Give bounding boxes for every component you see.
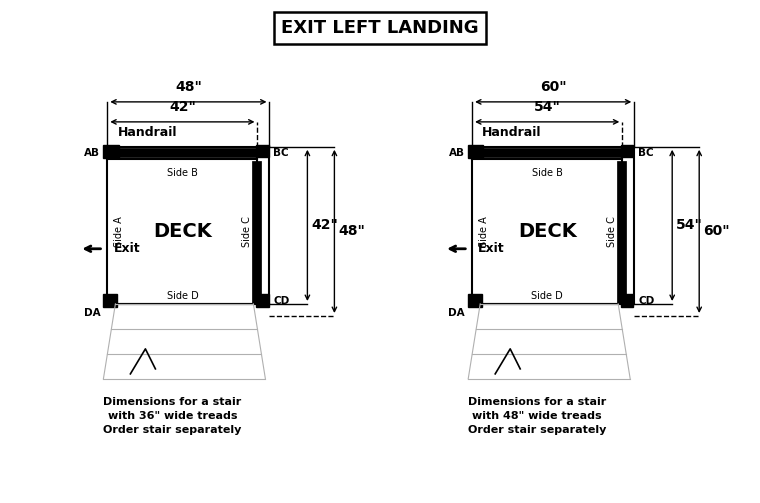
Text: DECK: DECK — [153, 222, 212, 241]
Text: Side A: Side A — [480, 216, 489, 247]
Bar — [256, 294, 268, 307]
Text: Side D: Side D — [166, 291, 198, 301]
Bar — [621, 145, 633, 157]
Text: Side C: Side C — [242, 216, 252, 247]
Text: 42": 42" — [312, 218, 338, 232]
Bar — [256, 145, 268, 157]
Text: Dimensions for a stair
with 48" wide treads
Order stair separately: Dimensions for a stair with 48" wide tre… — [468, 397, 606, 435]
Text: Handrail: Handrail — [117, 126, 177, 139]
Text: Side C: Side C — [607, 216, 617, 247]
Text: 48": 48" — [338, 224, 366, 238]
Bar — [103, 145, 119, 158]
Text: 54": 54" — [676, 218, 703, 232]
Bar — [103, 294, 117, 307]
Text: CD: CD — [638, 296, 654, 306]
Text: 48": 48" — [175, 80, 202, 94]
Text: AB: AB — [449, 148, 465, 158]
Text: Handrail: Handrail — [482, 126, 542, 139]
Bar — [621, 294, 633, 307]
Text: DA: DA — [448, 308, 465, 318]
Bar — [468, 145, 483, 158]
Text: DA: DA — [84, 308, 100, 318]
Text: 54": 54" — [534, 100, 561, 114]
Text: AB: AB — [84, 148, 100, 158]
Text: BC: BC — [638, 148, 654, 158]
Text: EXIT LEFT LANDING: EXIT LEFT LANDING — [281, 19, 479, 37]
Text: Exit: Exit — [478, 242, 505, 256]
Text: DECK: DECK — [518, 222, 577, 241]
Text: Dimensions for a stair
with 36" wide treads
Order stair separately: Dimensions for a stair with 36" wide tre… — [103, 397, 242, 435]
Text: 42": 42" — [169, 100, 196, 114]
Bar — [468, 294, 482, 307]
Text: 60": 60" — [540, 80, 566, 94]
Text: 60": 60" — [703, 224, 730, 238]
Text: CD: CD — [274, 296, 290, 306]
Text: Side A: Side A — [115, 216, 125, 247]
Text: Side B: Side B — [532, 168, 562, 178]
Text: BC: BC — [274, 148, 289, 158]
Text: Side D: Side D — [531, 291, 563, 301]
Text: Exit: Exit — [113, 242, 140, 256]
Text: Side B: Side B — [167, 168, 198, 178]
